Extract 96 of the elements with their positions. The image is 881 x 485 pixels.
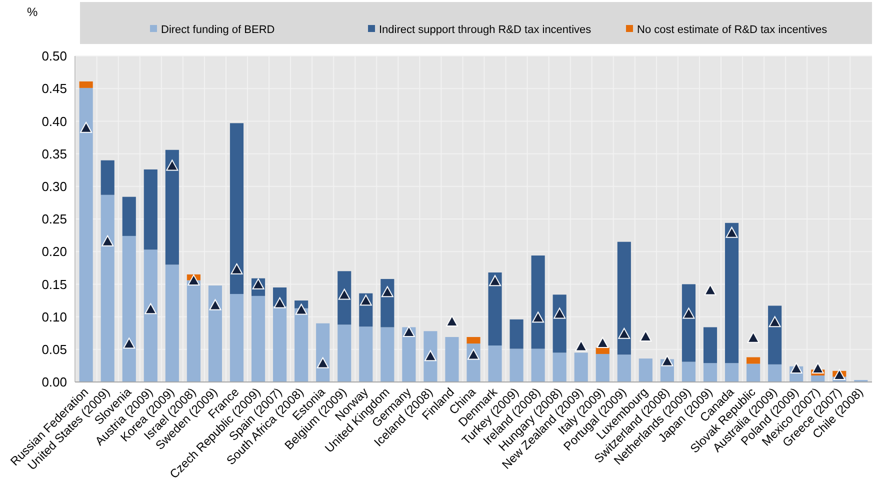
bar	[144, 169, 158, 250]
bar	[122, 236, 136, 382]
point	[575, 340, 588, 352]
bar	[510, 319, 524, 349]
point	[80, 122, 92, 133]
point	[144, 303, 157, 314]
bar	[682, 284, 696, 362]
legend-label: Direct funding of BERD	[161, 24, 275, 36]
point	[209, 299, 222, 310]
bar	[638, 358, 652, 382]
point	[833, 368, 846, 380]
bar	[79, 81, 93, 88]
point	[295, 304, 308, 315]
bar	[746, 364, 760, 382]
bar	[552, 294, 566, 353]
y-tick-label: 0.35	[42, 146, 67, 162]
bar	[768, 364, 782, 382]
legend-label: No cost estimate of R&D tax incentives	[637, 24, 828, 36]
bar	[724, 363, 739, 382]
bar	[165, 264, 179, 382]
bar	[703, 327, 718, 364]
bar	[596, 347, 610, 354]
y-tick-label: 0.25	[42, 212, 67, 227]
bar	[273, 306, 287, 382]
point	[316, 357, 329, 368]
point	[618, 328, 630, 339]
bar	[144, 250, 158, 382]
bar	[230, 123, 244, 294]
point	[704, 284, 716, 296]
y-tick-label: 0.15	[42, 276, 67, 292]
point	[489, 275, 502, 286]
bar	[552, 352, 566, 382]
y-tick-label: 0.45	[42, 81, 67, 96]
bar	[596, 354, 610, 382]
bar	[424, 331, 438, 382]
bar	[230, 294, 244, 382]
bar	[510, 348, 524, 382]
point	[381, 286, 394, 298]
bar	[531, 348, 545, 382]
point	[596, 337, 609, 348]
bar	[682, 362, 696, 382]
point	[640, 330, 652, 342]
point	[402, 326, 415, 337]
bar	[338, 324, 352, 382]
bar	[122, 196, 136, 236]
y-axis-title: %	[27, 5, 38, 19]
point	[768, 316, 781, 328]
y-tick-label: 0.30	[42, 178, 67, 194]
y-tick-label: 0.00	[42, 374, 67, 390]
bar	[359, 326, 373, 382]
point	[188, 274, 200, 286]
y-tick-label: 0.40	[42, 114, 67, 129]
point	[166, 160, 178, 171]
bar	[165, 150, 179, 265]
bar	[531, 256, 545, 349]
point	[446, 316, 458, 327]
point	[102, 235, 114, 246]
legend-label: Indirect support through R&D tax incentives	[379, 24, 592, 36]
y-tick-label: 0.05	[42, 342, 67, 357]
bar	[79, 88, 93, 382]
point	[532, 312, 544, 323]
bar	[466, 337, 480, 344]
bar	[488, 345, 502, 382]
point	[230, 263, 243, 274]
bar	[488, 272, 502, 346]
bar	[574, 352, 588, 382]
y-tick-label: 0.20	[42, 244, 67, 260]
bar	[100, 194, 114, 382]
bar	[294, 308, 308, 382]
bar	[617, 242, 631, 355]
bar	[251, 296, 266, 382]
bar	[724, 222, 739, 364]
y-tick-label: 0.50	[42, 48, 67, 64]
point	[468, 348, 480, 360]
bar	[445, 337, 459, 382]
y-tick-label: 0.10	[42, 309, 67, 324]
point	[790, 362, 802, 374]
bar	[380, 327, 394, 382]
point	[682, 308, 695, 319]
bar	[811, 375, 825, 382]
point	[360, 294, 372, 306]
bar	[208, 286, 222, 382]
point	[661, 355, 674, 366]
point	[338, 288, 350, 300]
point	[424, 350, 436, 362]
point	[554, 308, 566, 319]
point	[123, 338, 136, 349]
bar	[100, 160, 114, 195]
point	[812, 362, 824, 374]
bar	[316, 323, 330, 382]
point	[747, 332, 760, 343]
bar	[703, 363, 718, 382]
point	[726, 226, 738, 238]
bar	[186, 280, 200, 382]
bar	[746, 357, 760, 364]
bar	[617, 354, 631, 382]
